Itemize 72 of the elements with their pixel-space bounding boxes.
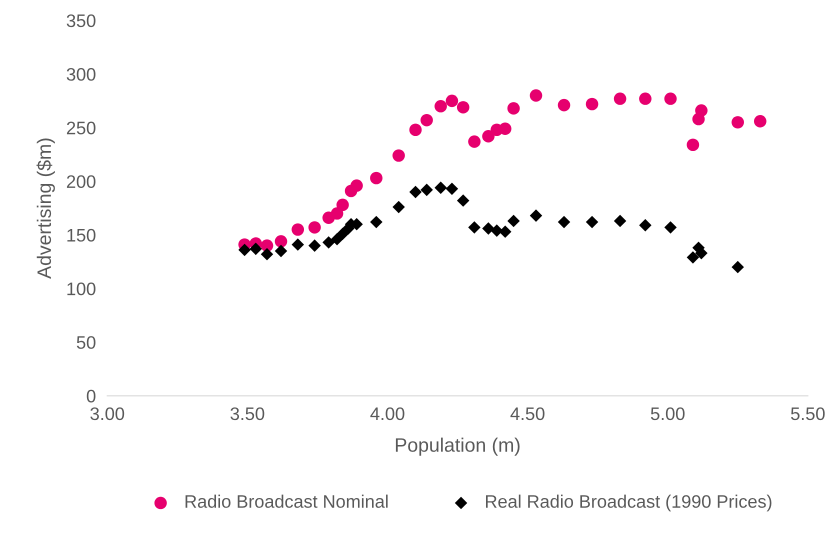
- point: [614, 214, 626, 228]
- point: [350, 179, 363, 192]
- point: [370, 172, 382, 184]
- y-tick-label: 200: [66, 175, 96, 188]
- point: [614, 92, 626, 105]
- point: [330, 207, 344, 220]
- point: [507, 102, 520, 115]
- point: [468, 221, 481, 234]
- point: [446, 94, 458, 108]
- point: [639, 92, 652, 105]
- point: [558, 98, 570, 112]
- x-tick-label: 4.00: [370, 407, 404, 420]
- point: [482, 130, 495, 142]
- point: [558, 216, 570, 228]
- point: [530, 89, 542, 102]
- point: [292, 223, 304, 236]
- point: [322, 236, 335, 249]
- point: [507, 214, 520, 228]
- point: [732, 260, 744, 274]
- legend-label: Real Radio Broadcast (1990 Prices): [486, 494, 772, 512]
- point: [686, 138, 700, 152]
- point: [446, 182, 458, 196]
- point: [260, 248, 274, 260]
- x-tick-label: 4.50: [510, 407, 544, 420]
- point: [586, 216, 598, 228]
- point: [392, 200, 405, 214]
- x-tick-label: 3.50: [230, 407, 264, 420]
- point: [250, 242, 262, 256]
- y-tick-label: 0: [86, 390, 96, 403]
- point: [274, 235, 288, 248]
- point: [409, 186, 422, 198]
- point: [308, 221, 321, 234]
- point: [490, 224, 503, 237]
- point: [456, 194, 470, 207]
- y-tick-label: 150: [67, 228, 96, 242]
- point: [434, 100, 447, 112]
- point: [664, 92, 677, 105]
- point: [586, 98, 598, 110]
- y-tick-label: 350: [66, 14, 96, 28]
- point: [434, 182, 447, 194]
- point: [370, 216, 382, 228]
- point: [639, 219, 652, 232]
- x-axis-title: Population (m): [396, 438, 520, 456]
- y-tick-label: 250: [66, 122, 96, 134]
- point: [420, 184, 433, 196]
- point: [274, 244, 288, 258]
- point: [695, 104, 708, 117]
- point: [409, 124, 422, 136]
- point: [292, 238, 304, 251]
- point: [498, 225, 512, 238]
- point: [482, 222, 495, 235]
- point: [468, 135, 481, 148]
- x-tick-label: 5.00: [650, 407, 685, 420]
- point: [754, 115, 766, 128]
- point: [308, 239, 321, 252]
- point: [686, 251, 700, 264]
- point: [530, 209, 542, 222]
- point: [664, 221, 677, 234]
- x-tick-label: 5.50: [790, 407, 825, 420]
- point: [238, 244, 251, 256]
- point: [336, 198, 349, 212]
- point: [732, 116, 744, 129]
- point: [456, 101, 470, 114]
- x-tick-label: 3.00: [90, 407, 124, 420]
- y-tick-label: 100: [67, 282, 96, 296]
- y-tick-label: 50: [76, 336, 96, 349]
- legend-label: Radio Broadcast Nominal: [186, 494, 388, 508]
- point: [420, 114, 433, 126]
- point: [498, 122, 512, 135]
- y-axis-title: Advertising ($m): [36, 138, 55, 279]
- point: [392, 149, 405, 162]
- y-tick-label: 300: [66, 68, 96, 81]
